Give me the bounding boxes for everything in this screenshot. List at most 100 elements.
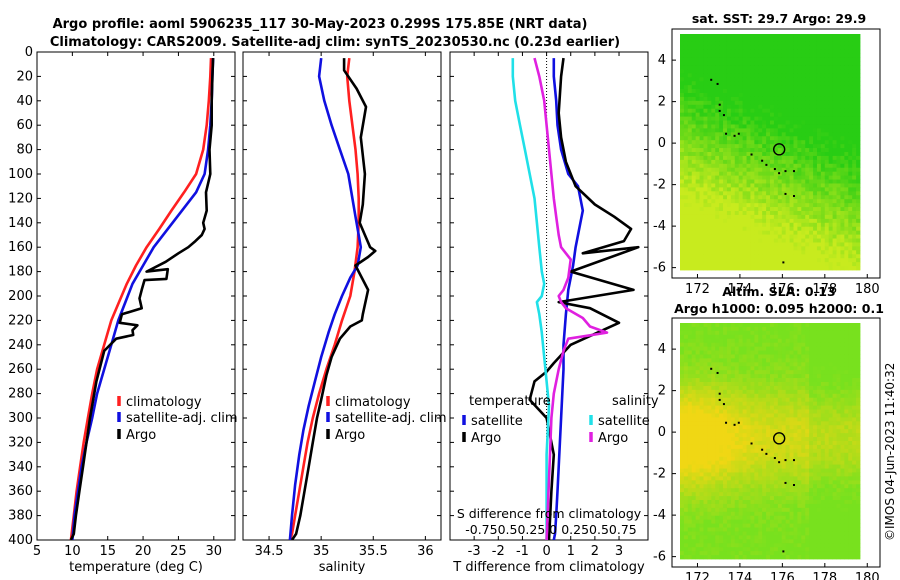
map-cell xyxy=(844,187,849,192)
map-cell xyxy=(785,207,790,212)
map-cell xyxy=(840,425,845,430)
map-cell xyxy=(734,116,740,121)
map-cell xyxy=(816,362,822,367)
map-cell xyxy=(813,116,818,121)
map-cell xyxy=(758,41,763,47)
map-cell xyxy=(762,397,767,403)
map-cell xyxy=(707,354,712,359)
map-cell xyxy=(711,330,716,336)
map-cell xyxy=(781,417,787,422)
map-cell xyxy=(680,171,685,176)
map-cell xyxy=(824,211,830,216)
map-cell xyxy=(844,49,849,55)
map-cell xyxy=(695,338,700,344)
map-cell xyxy=(793,211,798,216)
map-cell xyxy=(754,350,759,355)
map-cell xyxy=(801,456,806,462)
map-cell xyxy=(848,472,853,477)
map-cell xyxy=(828,61,834,66)
map-cell xyxy=(820,385,826,391)
map-cell xyxy=(699,266,704,271)
map-cell xyxy=(820,429,826,434)
map-cell xyxy=(848,385,853,391)
map-cell xyxy=(856,140,861,145)
map-cell xyxy=(828,132,834,137)
map-cell xyxy=(832,330,837,336)
map-cell xyxy=(816,464,822,469)
map-cell xyxy=(781,124,787,129)
map-cell xyxy=(703,472,708,477)
map-cell xyxy=(797,326,802,332)
map-cell xyxy=(750,370,755,375)
map-cell xyxy=(844,144,849,149)
map-cell xyxy=(734,385,740,391)
map-cell xyxy=(852,187,857,192)
map-cell xyxy=(770,163,775,169)
map-cell xyxy=(805,100,810,106)
map-cell xyxy=(813,323,818,328)
map-cell xyxy=(856,378,861,383)
map-cell xyxy=(824,218,830,224)
map-cell xyxy=(789,214,794,220)
map-cell xyxy=(750,246,755,251)
map-cell xyxy=(766,132,771,137)
map-cell xyxy=(852,222,857,228)
map-cell xyxy=(809,464,814,469)
map-cell xyxy=(723,254,728,259)
map-cell xyxy=(738,104,744,110)
map-cell xyxy=(816,246,822,251)
map-cell xyxy=(824,330,830,336)
map-cell xyxy=(742,171,747,176)
map-cell xyxy=(828,183,834,188)
map-cell xyxy=(785,214,790,220)
map-cell xyxy=(750,266,755,271)
map-cell xyxy=(793,108,798,114)
map-cell xyxy=(824,460,830,465)
map-cell xyxy=(773,425,779,430)
map-cell xyxy=(719,409,724,414)
map-cell xyxy=(687,37,693,43)
map-cell xyxy=(836,266,841,271)
map-cell xyxy=(844,346,849,351)
map-cell xyxy=(832,61,837,66)
x-tick-label: 34.5 xyxy=(255,544,284,559)
map-cell xyxy=(781,370,787,375)
map-cell xyxy=(781,464,787,469)
map-cell xyxy=(856,393,861,399)
map-cell xyxy=(711,393,716,399)
map-cell xyxy=(836,37,841,43)
sla-map-title-2: Argo h1000: 0.095 h2000: 0.1 xyxy=(674,301,884,316)
map-cell xyxy=(797,230,802,235)
map-cell xyxy=(816,397,822,403)
map-cell xyxy=(852,226,857,232)
map-cell xyxy=(797,417,802,422)
map-cell xyxy=(687,175,693,180)
map-cell xyxy=(785,41,790,47)
x-tick-label: 2 xyxy=(591,544,599,559)
map-cell xyxy=(824,124,830,129)
map-cell xyxy=(809,476,814,481)
map-cell xyxy=(770,421,775,426)
map-cell xyxy=(793,77,798,82)
map-cell xyxy=(723,163,728,169)
map-cell xyxy=(762,218,767,224)
map-cell xyxy=(777,57,783,62)
map-cell xyxy=(695,108,700,114)
map-cell xyxy=(820,433,826,438)
map-cell xyxy=(738,167,744,173)
map-cell xyxy=(766,323,771,328)
map-cell xyxy=(766,65,771,70)
map-cell xyxy=(836,183,841,188)
map-cell xyxy=(797,191,802,196)
map-cell xyxy=(797,226,802,232)
map-cell xyxy=(852,342,857,347)
map-cell xyxy=(801,480,806,485)
map-cell xyxy=(832,456,837,462)
map-cell xyxy=(809,472,814,477)
map-cell xyxy=(797,330,802,336)
map-cell xyxy=(856,230,861,235)
map-cell xyxy=(723,226,728,232)
map-cell xyxy=(828,104,834,110)
map-cell xyxy=(836,354,841,359)
map-cell xyxy=(832,116,837,121)
